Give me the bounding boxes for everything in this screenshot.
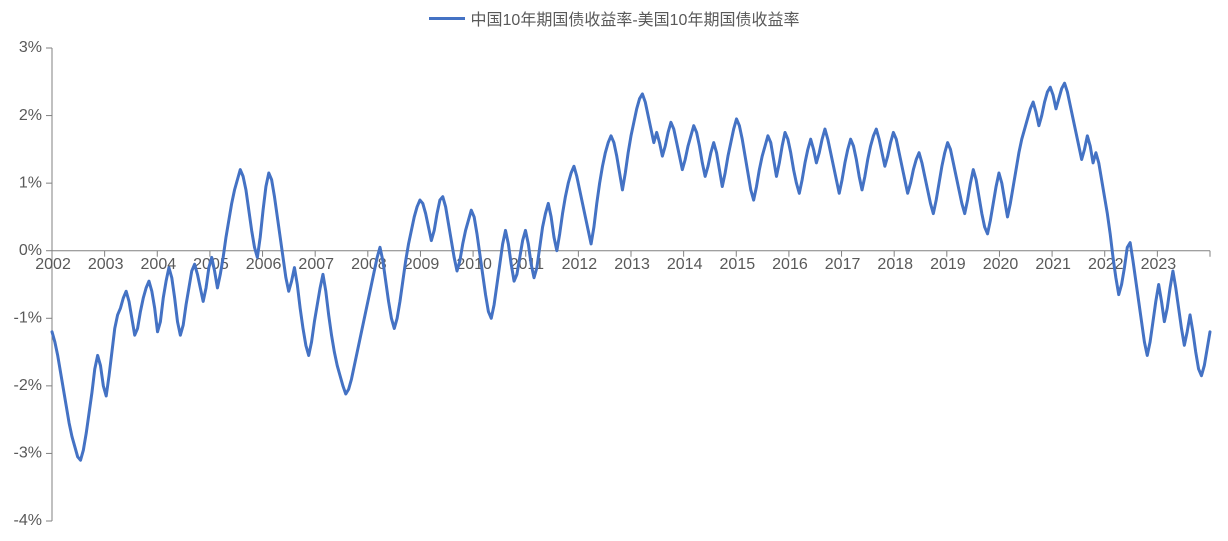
svg-text:-2%: -2% bbox=[14, 377, 42, 394]
svg-text:2009: 2009 bbox=[404, 256, 440, 273]
svg-text:2007: 2007 bbox=[298, 256, 334, 273]
svg-text:2016: 2016 bbox=[772, 256, 808, 273]
svg-text:2022: 2022 bbox=[1088, 256, 1124, 273]
svg-text:2013: 2013 bbox=[614, 256, 650, 273]
svg-text:3%: 3% bbox=[19, 39, 42, 56]
svg-text:2015: 2015 bbox=[720, 256, 756, 273]
svg-text:1%: 1% bbox=[19, 174, 42, 191]
svg-text:-4%: -4% bbox=[14, 512, 42, 529]
svg-text:-1%: -1% bbox=[14, 310, 42, 327]
svg-text:2023: 2023 bbox=[1141, 256, 1177, 273]
svg-text:2014: 2014 bbox=[667, 256, 703, 273]
svg-text:2012: 2012 bbox=[562, 256, 598, 273]
svg-text:-3%: -3% bbox=[14, 445, 42, 462]
svg-text:2021: 2021 bbox=[1035, 256, 1071, 273]
svg-text:2019: 2019 bbox=[930, 256, 966, 273]
svg-text:2%: 2% bbox=[19, 107, 42, 124]
svg-text:2006: 2006 bbox=[246, 256, 282, 273]
svg-text:2017: 2017 bbox=[825, 256, 861, 273]
yield-spread-chart: 中国10年期国债收益率-美国10年期国债收益率 -4%-3%-2%-1%0%1%… bbox=[0, 0, 1228, 541]
svg-text:2003: 2003 bbox=[88, 256, 124, 273]
chart-svg: -4%-3%-2%-1%0%1%2%3%20022003200420052006… bbox=[0, 0, 1228, 541]
svg-text:2018: 2018 bbox=[877, 256, 913, 273]
svg-text:2020: 2020 bbox=[983, 256, 1019, 273]
svg-text:2002: 2002 bbox=[35, 256, 71, 273]
